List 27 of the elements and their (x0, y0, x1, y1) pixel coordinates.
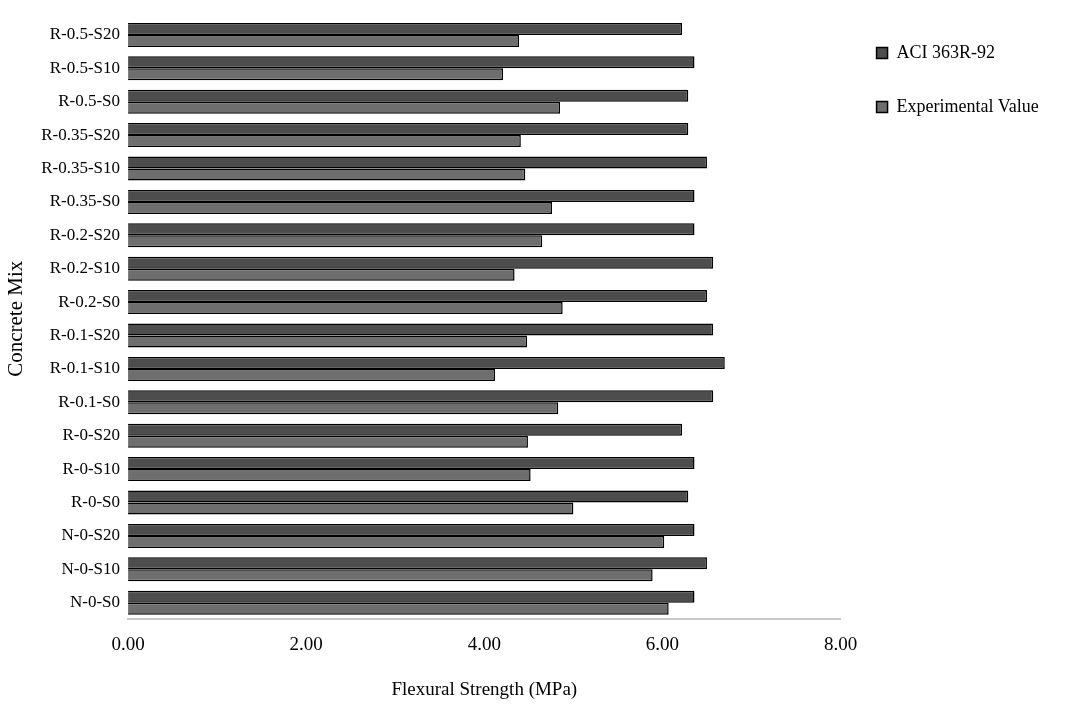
y-tick-label: R-0.1-S0 (58, 391, 121, 411)
y-tick-label: R-0-S10 (62, 458, 121, 478)
y-tick-label: R-0.1-S20 (49, 324, 121, 344)
y-tick-label: N-0-S20 (61, 525, 121, 545)
y-tick-label: R-0-S20 (62, 425, 121, 445)
y-tick-label: N-0-S10 (61, 558, 121, 578)
y-tick-label: N-0-S0 (70, 592, 121, 612)
x-tick-label: 6.00 (645, 632, 680, 654)
y-axis-title: Concrete Mix (3, 260, 28, 377)
x-tick-label: 0.00 (111, 632, 145, 654)
y-tick-label: R-0.35-S20 (41, 124, 121, 144)
y-tick-label: R-0.5-S20 (49, 24, 121, 44)
x-tick-label: 4.00 (467, 632, 501, 654)
y-tick-label: R-0.5-S0 (58, 91, 121, 111)
x-tick-label: 8.00 (823, 632, 858, 654)
y-tick-label: R-0.5-S10 (49, 57, 121, 77)
y-tick-label: R-0.2-S0 (58, 291, 121, 311)
x-axis-title: Flexural Strength (MPa) (391, 677, 578, 700)
y-tick-label: R-0.1-S10 (49, 358, 121, 378)
y-tick-label: R-0.35-S10 (41, 157, 121, 177)
y-tick-label: R-0.35-S0 (49, 191, 121, 211)
y-tick-label: R-0-S0 (70, 491, 121, 511)
y-tick-label: R-0.2-S20 (49, 224, 121, 244)
legend-label: Experimental Value (896, 95, 1039, 116)
y-tick-label: R-0.2-S10 (49, 258, 121, 278)
legend-label: ACI 363R-92 (896, 41, 996, 62)
x-tick-label: 2.00 (289, 632, 323, 654)
